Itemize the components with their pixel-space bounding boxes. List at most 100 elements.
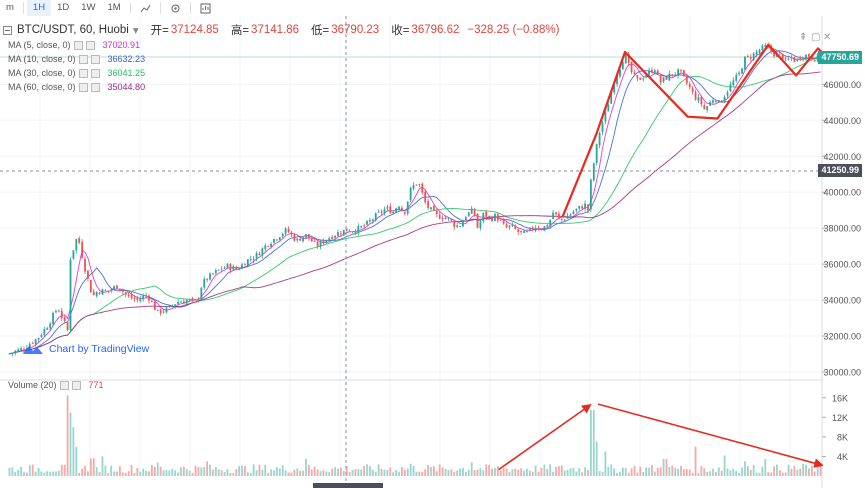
- chart-type-icon[interactable]: [134, 0, 157, 16]
- volume-bar: [11, 467, 14, 476]
- candle-body: [194, 298, 197, 300]
- volume-bar: [302, 470, 304, 476]
- candle-body: [235, 267, 238, 270]
- candle-body: [8, 353, 11, 355]
- candle-body: [511, 225, 514, 226]
- volume-bar: [264, 464, 267, 476]
- candle-body: [447, 217, 450, 219]
- candle-body: [95, 292, 98, 297]
- volume-bar: [403, 469, 406, 476]
- ma30-legend: MA (30, close, 0) 36041.25: [8, 68, 145, 78]
- candle-body: [403, 211, 406, 214]
- indicators-icon[interactable]: [194, 0, 217, 16]
- interval-1d[interactable]: 1D: [57, 2, 70, 13]
- volume-bar: [473, 470, 476, 476]
- candle-body: [342, 229, 345, 236]
- candle-body: [113, 286, 116, 290]
- volume-tick-label: 8K: [837, 432, 848, 442]
- candle-body: [273, 238, 275, 243]
- candle-body: [781, 53, 784, 59]
- volume-bar: [14, 472, 17, 476]
- chevron-down-icon[interactable]: ▾: [132, 25, 139, 37]
- candle-body: [287, 228, 290, 233]
- move-up-icon[interactable]: ⇞: [799, 32, 808, 43]
- candle-body: [60, 310, 63, 319]
- price-tick-label: 34000.00: [823, 296, 861, 306]
- settings-icon[interactable]: [78, 54, 88, 64]
- settings-gear-icon[interactable]: [164, 0, 187, 16]
- volume-bar: [453, 471, 456, 476]
- candle-body: [496, 214, 499, 221]
- maximize-icon[interactable]: ▢: [811, 32, 821, 43]
- price-tick-label: 46000.00: [823, 80, 861, 90]
- settings-icon[interactable]: [73, 40, 83, 50]
- volume-bar: [313, 466, 316, 476]
- candle-body: [165, 307, 168, 313]
- volume-bar: [680, 466, 682, 476]
- candle-body: [741, 68, 743, 74]
- tradingview-branding[interactable]: Chart by TradingView: [22, 343, 149, 355]
- volume-bar: [369, 465, 371, 476]
- volume-bar: [683, 469, 685, 476]
- volume-bar: [34, 471, 37, 476]
- close-icon[interactable]: [85, 40, 95, 50]
- candle-body: [435, 211, 438, 215]
- candle-body: [531, 227, 534, 230]
- candles: [8, 42, 822, 357]
- volume-bar: [95, 467, 98, 476]
- candle-body: [709, 101, 711, 106]
- interval-1w[interactable]: 1W: [81, 2, 96, 13]
- volume-bar: [81, 468, 84, 476]
- candle-body: [729, 84, 732, 92]
- interval-minutes[interactable]: m: [6, 2, 14, 13]
- close-icon[interactable]: [90, 54, 100, 64]
- volume-bar: [235, 469, 238, 476]
- volume-legend: Volume (20) 771: [8, 380, 104, 390]
- candle-body: [357, 226, 360, 234]
- close-icon[interactable]: [90, 82, 100, 92]
- volume-bar: [712, 468, 714, 476]
- volume-bar: [488, 464, 491, 476]
- close-pane-icon[interactable]: ✕: [823, 32, 832, 43]
- volume-axis[interactable]: 4K 8K 12K 16K: [822, 393, 848, 462]
- candle-body: [121, 290, 124, 292]
- candle-body: [680, 69, 682, 71]
- settings-icon[interactable]: [59, 380, 69, 390]
- volume-bar: [206, 461, 209, 476]
- interval-1m[interactable]: 1M: [107, 2, 121, 13]
- volume-bar: [778, 470, 781, 476]
- volume-bar: [75, 446, 78, 476]
- candle-body: [494, 213, 496, 221]
- candle-body: [738, 72, 741, 75]
- volume-bar: [278, 468, 281, 476]
- candle-body: [505, 224, 508, 228]
- price-chart[interactable]: 30000.00 32000.00 34000.00 36000.00 38000.00…: [0, 16, 865, 488]
- settings-icon[interactable]: [78, 82, 88, 92]
- volume-bar: [52, 471, 54, 476]
- candle-body: [624, 54, 627, 64]
- volume-bar: [418, 471, 421, 476]
- candle-body: [607, 104, 610, 112]
- price-axis[interactable]: 30000.00 32000.00 34000.00 36000.00 38000.00…: [822, 16, 865, 488]
- volume-bar: [127, 471, 130, 476]
- volume-bar: [566, 469, 569, 476]
- candle-body: [732, 80, 735, 86]
- candle-body: [261, 248, 264, 256]
- volume-bar: [558, 466, 560, 476]
- candle-body: [81, 241, 84, 258]
- close-icon[interactable]: [90, 68, 100, 78]
- interval-1h[interactable]: 1H: [26, 0, 52, 16]
- candle-body: [671, 74, 674, 76]
- settings-icon[interactable]: [78, 68, 88, 78]
- volume-bar: [575, 471, 578, 476]
- volume-bar: [57, 470, 60, 476]
- close-icon[interactable]: [71, 380, 81, 390]
- candle-body: [517, 229, 520, 232]
- volume-bar: [627, 472, 630, 476]
- volume-bar: [552, 471, 554, 476]
- candle-body: [502, 220, 505, 224]
- candle-body: [345, 228, 348, 232]
- collapse-icon[interactable]: [3, 25, 12, 35]
- candle-body: [214, 270, 217, 274]
- volume-bar: [89, 458, 92, 476]
